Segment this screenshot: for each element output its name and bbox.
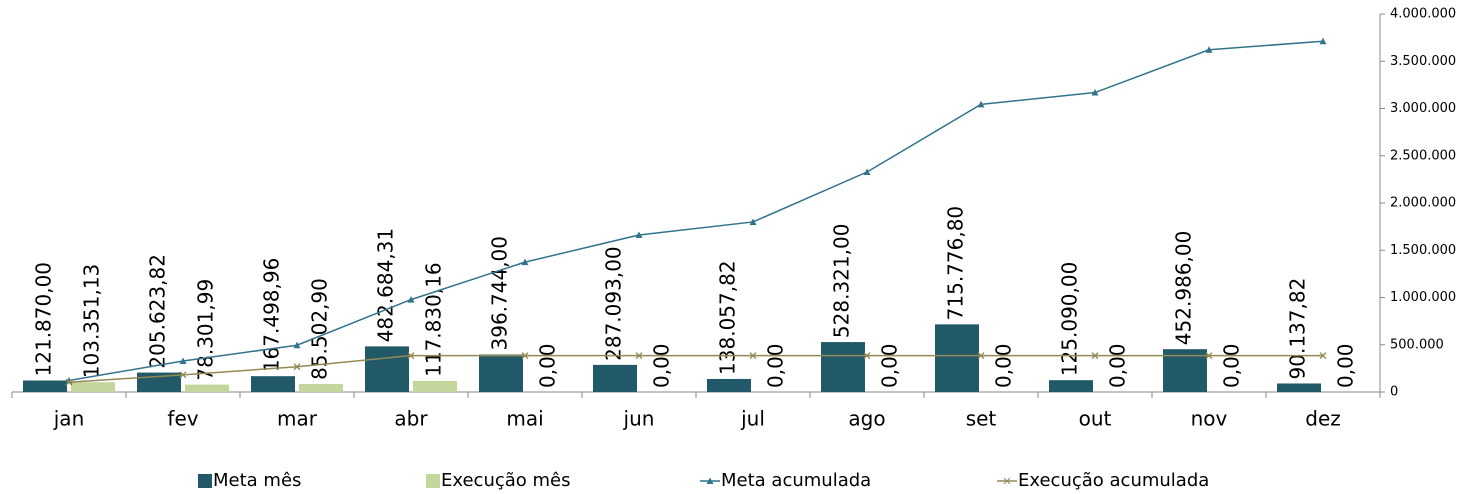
y-tick-label: 0 [1390,385,1398,400]
data-label: 90.137,82 [1286,278,1310,380]
data-label: 125.090,00 [1058,262,1082,377]
x-tick-label: fev [167,407,198,431]
data-label: 103.351,13 [80,264,104,379]
data-label: 0,00 [1106,343,1130,388]
marker [749,352,757,360]
line [68,40,1324,382]
marker [65,378,73,386]
x-tick-label: ago [848,407,885,431]
x-tick-label: jan [53,407,85,431]
y-tick-label: 4.000.000 [1390,7,1456,22]
x-tick-label: mai [506,407,543,431]
marker [521,258,529,266]
data-label: 117.830,16 [422,262,446,377]
legend-label: Execução acumulada [1018,470,1209,491]
marker [1091,89,1099,96]
legend-swatch [198,474,212,488]
legend-marker [706,477,714,484]
marker [749,218,757,225]
x-tick-label: jul [740,407,765,431]
marker [407,296,415,303]
data-label: 205.623,82 [146,254,170,369]
data-label: 0,00 [650,343,674,388]
bar [707,378,751,392]
data-label: 715.776,80 [944,206,968,321]
y-tick-label: 1.500.000 [1390,243,1456,258]
marker [1091,352,1099,360]
data-label: 85.502,90 [308,278,332,380]
bar [593,364,637,392]
bar [821,342,865,392]
data-label: 0,00 [1334,343,1358,388]
bar [365,346,409,392]
legend-marker [1003,477,1011,485]
marker [1319,37,1327,45]
marker [1205,352,1213,360]
data-label: 0,00 [878,343,902,388]
data-label: 482.684,31 [374,228,398,343]
bar [251,376,295,392]
x-tick-label: out [1079,407,1112,431]
data-label: 0,00 [1220,343,1244,388]
marker [635,231,643,238]
legend-label: Execução mês [441,470,571,491]
marker [635,352,643,360]
marker [1205,46,1213,53]
x-tick-label: nov [1191,407,1228,431]
bar [299,383,343,392]
bar [479,354,523,392]
marker [407,352,415,360]
bar [1049,380,1093,392]
marker [293,341,301,349]
bar [185,384,229,392]
bar [71,382,115,392]
data-label: 78.301,99 [194,279,218,381]
data-label: 452.986,00 [1172,231,1196,346]
data-label: 287.093,00 [602,246,626,361]
bar [935,324,979,392]
marker [293,363,301,371]
y-tick-label: 1.000.000 [1390,290,1456,305]
marker [179,371,187,379]
y-tick-label: 2.000.000 [1390,196,1456,211]
data-label: 396.744,00 [488,236,512,351]
x-tick-label: set [966,407,997,431]
data-label: 138.057,82 [716,260,740,375]
marker [977,100,985,108]
x-tick-label: mar [277,407,318,431]
marker [179,357,187,365]
marker [977,352,985,360]
legend-label: Meta acumulada [721,470,871,491]
line [68,354,1323,383]
marker [521,352,529,360]
data-label: 0,00 [764,343,788,388]
marker [863,352,871,360]
y-tick-label: 3.000.000 [1390,101,1456,116]
data-label: 167.498,96 [260,258,284,373]
x-tick-label: abr [394,407,428,431]
bar [23,380,67,392]
data-label: 0,00 [536,343,560,388]
x-tick-label: dez [1305,407,1341,431]
bar [413,380,457,392]
y-tick-label: 3.500.000 [1390,54,1456,69]
legend-label: Meta mês [213,470,301,491]
marker [863,168,871,176]
x-tick-label: jun [623,407,655,431]
bar [1277,383,1321,392]
legend-swatch [426,474,440,488]
y-tick-label: 500.000 [1390,337,1444,352]
y-tick-label: 2.500.000 [1390,148,1456,163]
marker [1319,352,1327,360]
data-label: 121.870,00 [32,262,56,377]
data-label: 528.321,00 [830,224,854,339]
data-label: 0,00 [992,343,1016,388]
